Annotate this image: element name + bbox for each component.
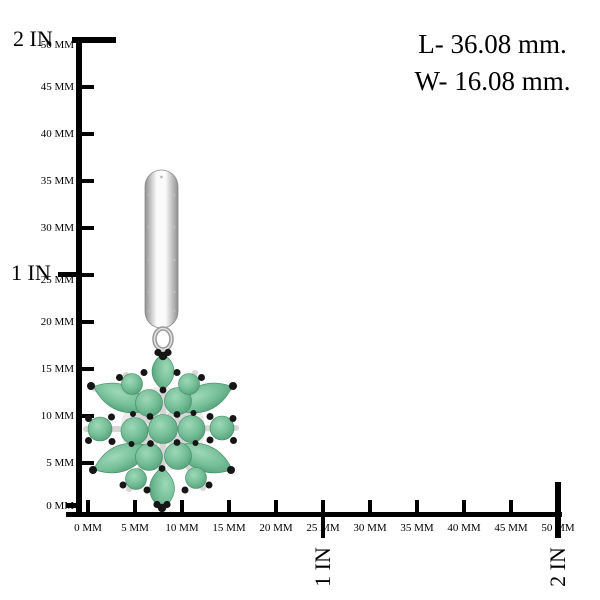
vruler-tick-1in [58, 272, 82, 277]
hruler-tick-15mm [227, 500, 231, 512]
length-value: L- 36.08 mm. [418, 29, 567, 59]
hruler-label-45mm: 45 MM [494, 522, 528, 534]
vruler-tick-50mm [72, 37, 116, 43]
vruler-tick-20mm [82, 320, 94, 324]
horizontal-ruler-line [66, 512, 562, 517]
earring-image [83, 169, 239, 513]
vertical-1in-label: 1 IN [11, 260, 51, 285]
vruler-label-15mm: 15 MM [40, 363, 74, 375]
connector-ring [152, 326, 174, 352]
width-value: W- 16.08 mm. [414, 66, 571, 96]
hruler-tick-10mm [180, 500, 184, 512]
hruler-tick-25mm [321, 500, 325, 512]
vruler-tick-30mm [82, 226, 94, 230]
hruler-label-35mm: 35 MM [400, 522, 434, 534]
vruler-label-50mm: 50 MM [40, 39, 74, 51]
vruler-label-0mm: 0 MM [46, 500, 74, 512]
hruler-tick-0mm [86, 500, 90, 512]
black-accent-stones [85, 348, 237, 513]
vruler-tick-40mm [82, 132, 94, 136]
hruler-tick-20mm [274, 500, 278, 512]
hruler-label-30mm: 30 MM [353, 522, 387, 534]
vruler-label-35mm: 35 MM [40, 175, 74, 187]
hruler-tick-35mm [415, 500, 419, 512]
dimension-annotations: L- 36.08 mm. W- 16.08 mm. [395, 26, 590, 100]
vruler-tick-15mm [82, 367, 94, 371]
vruler-label-10mm: 10 MM [40, 410, 74, 422]
vruler-tick-5mm [82, 461, 94, 465]
vruler-label-45mm: 45 MM [40, 81, 74, 93]
vruler-label-25mm: 25 MM [40, 274, 74, 286]
horizontal-2in-label: 2 IN [545, 547, 570, 587]
milgrain-dots [147, 175, 176, 313]
vruler-label-40mm: 40 MM [40, 128, 74, 140]
vertical-2in-label: 2 IN [13, 26, 53, 51]
hruler-label-40mm: 40 MM [447, 522, 481, 534]
hruler-label-0mm: 0 MM [74, 522, 102, 534]
vruler-tick-25mm [82, 273, 94, 277]
round-stones [87, 373, 235, 490]
vruler-label-30mm: 30 MM [40, 222, 74, 234]
hruler-tick-50mm [555, 482, 561, 538]
vruler-label-5mm: 5 MM [46, 457, 74, 469]
hruler-label-50mm: 50 MM [541, 522, 575, 534]
vruler-tick-35mm [82, 179, 94, 183]
hruler-tick-45mm [509, 500, 513, 512]
hoop-bar [144, 169, 179, 329]
hruler-label-5mm: 5 MM [121, 522, 149, 534]
hruler-label-15mm: 15 MM [212, 522, 246, 534]
hruler-tick-30mm [368, 500, 372, 512]
hruler-label-20mm: 20 MM [259, 522, 293, 534]
hruler-tick-5mm [133, 500, 137, 512]
hruler-label-10mm: 10 MM [165, 522, 199, 534]
flower-cluster [83, 348, 239, 513]
hruler-label-25mm: 25 MM [306, 522, 340, 534]
hruler-tick-1in [321, 517, 325, 538]
vruler-tick-45mm [82, 85, 94, 89]
vruler-label-20mm: 20 MM [40, 316, 74, 328]
vruler-tick-0mm [66, 503, 82, 508]
hruler-tick-40mm [462, 500, 466, 512]
horizontal-1in-label: 1 IN [310, 547, 335, 587]
